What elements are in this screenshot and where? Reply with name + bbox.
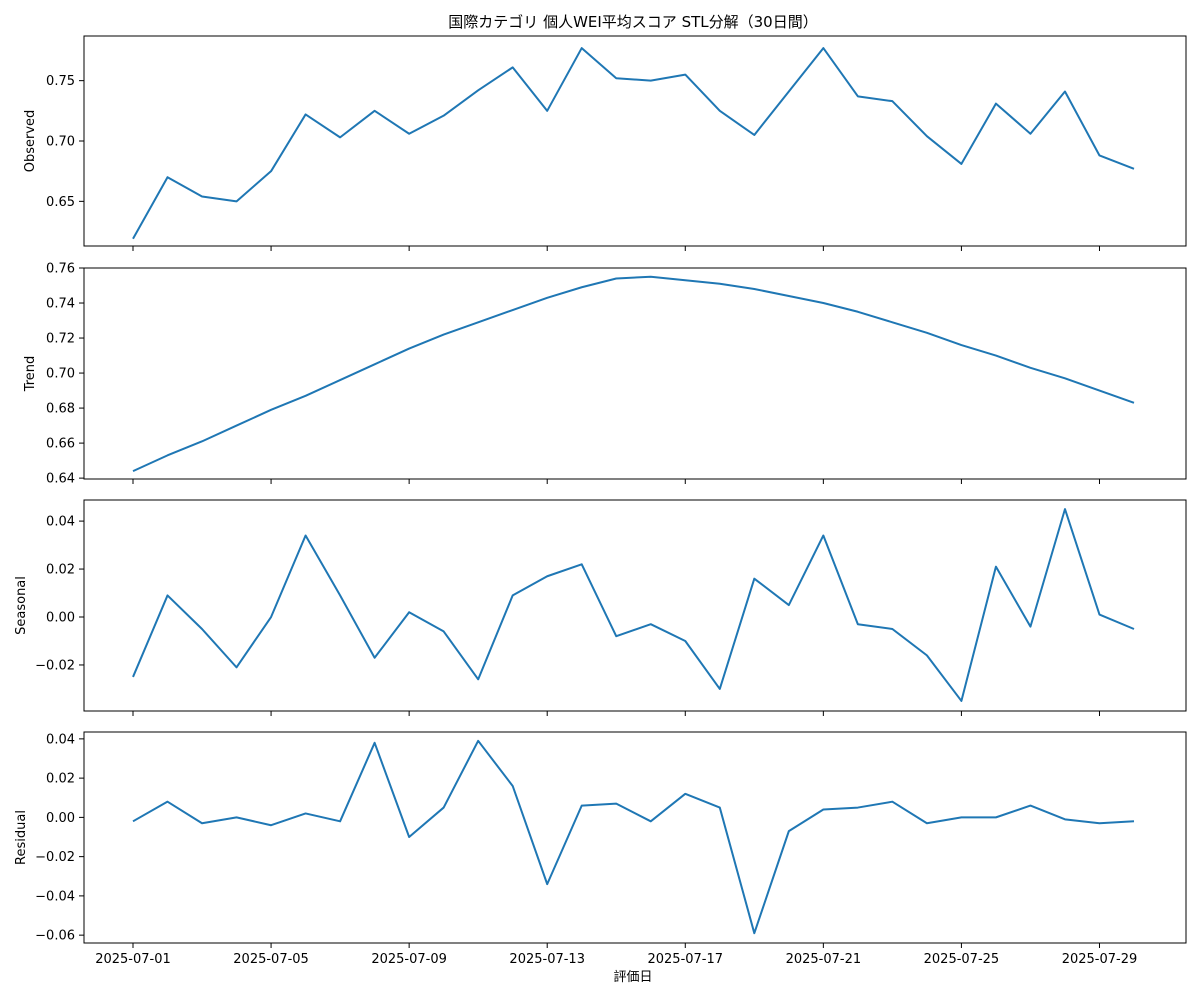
x-tick-label: 2025-07-01	[95, 952, 171, 967]
chart-title: 国際カテゴリ 個人WEI平均スコア STL分解（30日間）	[448, 13, 817, 31]
y-tick-label: 0.04	[46, 732, 75, 747]
x-tick-label: 2025-07-13	[509, 952, 585, 967]
x-axis-label: 評価日	[613, 970, 652, 985]
series-line-trend	[132, 275, 1135, 473]
axes-frame	[83, 499, 1187, 712]
panel-observed: 0.65 0.70 0.75 Observed	[23, 35, 1187, 251]
y-tick-label: 0.02	[46, 772, 75, 787]
axes-frame	[83, 731, 1187, 944]
series-line-residual	[132, 739, 1135, 935]
y-tick-label: 0.66	[46, 437, 75, 452]
y-tick-label: −0.06	[35, 929, 75, 944]
x-tick-label: 2025-07-29	[1062, 952, 1138, 967]
y-axis-label: Seasonal	[14, 576, 29, 635]
x-tick-label: 2025-07-09	[371, 952, 447, 967]
panels-layer: 0.65 0.70 0.75 Observed 0.64 0.66 0.68 0.70 0.72…	[14, 35, 1187, 967]
y-tick-label: −0.02	[35, 850, 75, 865]
y-tick-label: 0.64	[46, 472, 75, 487]
series-line-seasonal	[132, 508, 1135, 702]
y-tick-label: 0.68	[46, 402, 75, 417]
y-tick-label: 0.70	[46, 135, 75, 150]
series-line-observed	[132, 47, 1135, 240]
x-tick-label: 2025-07-25	[924, 952, 1000, 967]
y-tick-label: 0.65	[46, 195, 75, 210]
y-tick-label: 0.04	[46, 515, 75, 530]
x-tick-label: 2025-07-17	[647, 952, 723, 967]
y-tick-label: 0.76	[46, 262, 75, 277]
y-tick-label: −0.04	[35, 889, 75, 904]
axes-frame	[83, 35, 1187, 247]
y-tick-label: −0.02	[35, 658, 75, 673]
y-tick-label: 0.00	[46, 811, 75, 826]
y-axis-label: Trend	[23, 356, 38, 393]
panel-seasonal: −0.02 0.00 0.02 0.04 Seasonal	[14, 499, 1187, 716]
y-tick-label: 0.72	[46, 332, 75, 347]
x-tick-label: 2025-07-05	[233, 952, 309, 967]
y-tick-label: 0.75	[46, 74, 75, 89]
y-tick-label: 0.02	[46, 563, 75, 578]
panel-trend: 0.64 0.66 0.68 0.70 0.72 0.74 0.76 Trend	[23, 262, 1187, 487]
y-axis-label: Observed	[23, 110, 38, 173]
panel-residual: −0.06 −0.04 −0.02 0.00 0.02 0.04 Residual 2025-…	[14, 731, 1187, 967]
axes-frame	[83, 267, 1187, 480]
y-axis-label: Residual	[14, 810, 29, 865]
y-tick-label: 0.74	[46, 297, 75, 312]
y-tick-label: 0.70	[46, 367, 75, 382]
x-tick-label: 2025-07-21	[786, 952, 862, 967]
y-tick-label: 0.00	[46, 611, 75, 626]
